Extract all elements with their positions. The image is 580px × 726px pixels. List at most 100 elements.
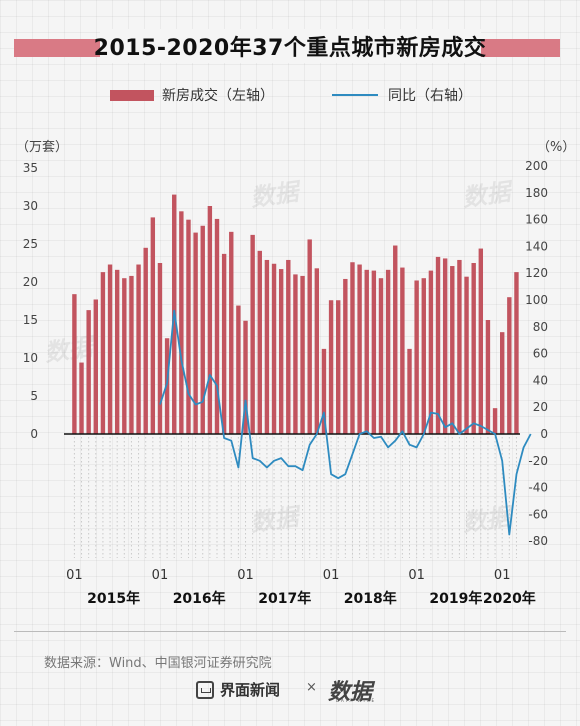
bar <box>307 239 312 434</box>
right-tick-label: 200 <box>525 159 548 173</box>
bar <box>122 278 127 434</box>
bar <box>129 275 134 434</box>
bar <box>407 348 412 434</box>
bar <box>107 264 113 434</box>
bar <box>278 269 284 434</box>
bar <box>478 248 484 434</box>
right-tick-label: 0 <box>540 427 548 441</box>
bar <box>457 259 462 434</box>
year-label: 2019年 <box>429 590 482 607</box>
bar <box>485 320 491 434</box>
legend-bar-label: 新房成交（左轴） <box>162 88 274 104</box>
bar <box>250 234 255 434</box>
month-gridlines <box>73 437 517 558</box>
chart-title: 2015-2020年37个重点城市新房成交 <box>93 36 487 61</box>
left-tick-label: 10 <box>23 351 38 365</box>
bar <box>157 263 163 434</box>
title-background <box>100 29 481 63</box>
bar <box>136 264 141 434</box>
bar <box>357 264 362 434</box>
bar <box>271 263 277 434</box>
brand-name: 界面新闻 <box>220 681 281 699</box>
year-label: 2016年 <box>173 590 226 607</box>
x-axis-ticks: 01 2015年 01 2016年 01 2017年 01 2018年 01 2019年 01 202… <box>66 568 536 607</box>
left-tick-label: 25 <box>23 237 38 251</box>
left-tick-label: 30 <box>23 199 38 213</box>
bar <box>179 211 184 434</box>
bar <box>507 297 512 434</box>
bar <box>400 267 405 434</box>
month-tick-label: 01 <box>323 568 340 583</box>
bar <box>492 408 498 434</box>
right-tick-label: -40 <box>528 481 548 495</box>
month-tick-label: 01 <box>408 568 425 583</box>
right-tick-label: 120 <box>525 266 548 280</box>
bar-series <box>72 194 519 434</box>
legend-line-swatch <box>332 94 378 96</box>
month-tick-label: 01 <box>66 568 83 583</box>
month-tick-label: 01 <box>152 568 169 583</box>
left-tick-label: 35 <box>23 161 38 175</box>
bar <box>207 206 213 434</box>
bar <box>364 269 369 434</box>
bar <box>100 272 106 434</box>
right-tick-label: -80 <box>528 534 548 548</box>
bar <box>264 259 270 434</box>
bar <box>221 253 227 434</box>
right-tick-label: 20 <box>533 400 548 414</box>
month-tick-label: 01 <box>237 568 254 583</box>
year-label: 2015年 <box>87 590 140 607</box>
bar <box>193 232 198 434</box>
datawire-logo: 数据 <box>328 680 373 705</box>
legend-item-line: 同比（右轴） <box>332 85 472 105</box>
bar <box>214 218 220 434</box>
bar <box>442 258 448 434</box>
left-tick-label: 0 <box>30 427 38 441</box>
bar <box>293 274 298 434</box>
jiemian-logo-icon <box>196 681 214 699</box>
bar <box>79 362 84 434</box>
bar <box>200 225 205 434</box>
right-tick-label: 100 <box>525 293 548 307</box>
bar <box>300 275 305 434</box>
bar <box>414 280 419 434</box>
year-label: 2018年 <box>344 590 397 607</box>
bar <box>93 299 98 434</box>
right-tick-label: 40 <box>533 373 548 387</box>
bar <box>328 300 334 434</box>
bar <box>371 270 377 434</box>
bar <box>428 270 434 434</box>
right-tick-label: 180 <box>525 186 548 200</box>
bar <box>336 300 341 434</box>
bar <box>114 269 120 434</box>
year-label: 2017年 <box>258 590 311 607</box>
left-tick-label: 5 <box>30 389 38 403</box>
bar <box>236 305 241 434</box>
bar <box>164 338 170 434</box>
legend-line-label: 同比（右轴） <box>388 88 472 104</box>
yoy-line <box>159 309 532 536</box>
bar <box>314 268 320 434</box>
bar <box>378 278 384 434</box>
bar <box>514 272 519 434</box>
left-tick-label: 20 <box>23 275 38 289</box>
bar <box>500 332 505 434</box>
bar <box>393 245 398 434</box>
bar <box>286 259 291 434</box>
bar <box>385 269 391 434</box>
bar <box>464 276 469 434</box>
legend: 新房成交（左轴） 同比（右轴） <box>0 85 580 105</box>
datawire-subtitle: DATA WIRE <box>336 698 377 703</box>
right-axis-ticks: -80 -60 -40 -20 0 20 40 60 80 100 120 140 160 180 200 <box>525 159 548 548</box>
bar <box>343 278 348 434</box>
bar <box>321 348 327 434</box>
left-axis-unit: （万套） <box>16 140 69 155</box>
left-tick-label: 15 <box>23 313 38 327</box>
right-tick-label: 60 <box>533 347 548 361</box>
right-tick-label: 140 <box>525 239 548 253</box>
year-label: 2020年 <box>483 590 536 607</box>
bar <box>86 310 91 434</box>
right-tick-label: 80 <box>533 320 548 334</box>
bar <box>229 231 234 434</box>
